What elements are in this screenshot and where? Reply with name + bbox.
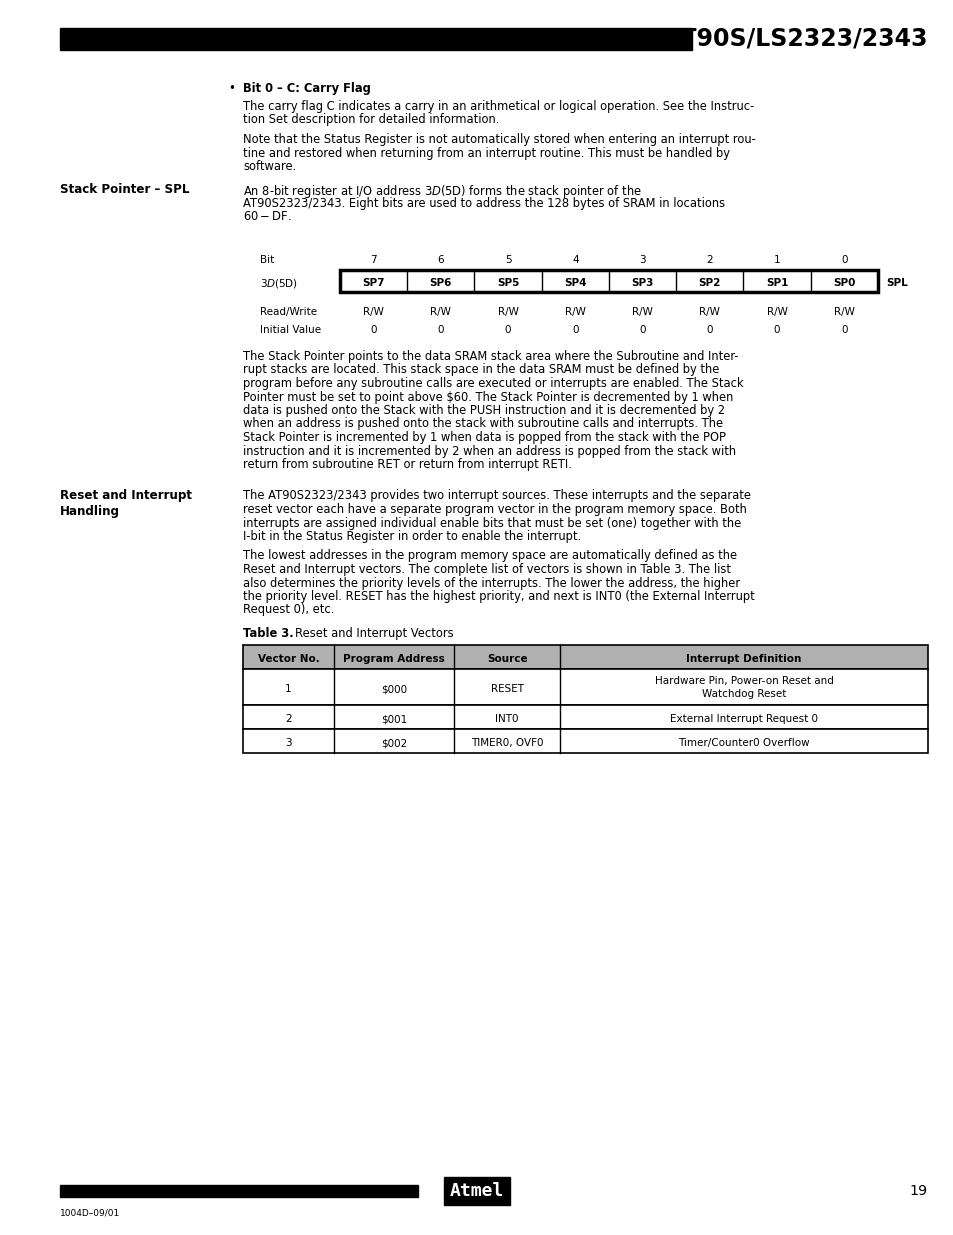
Text: SP5: SP5: [497, 278, 518, 288]
Text: R/W: R/W: [497, 308, 518, 317]
Text: The Stack Pointer points to the data SRAM stack area where the Subroutine and In: The Stack Pointer points to the data SRA…: [243, 350, 738, 363]
Text: 0: 0: [706, 325, 713, 335]
Text: Initial Value: Initial Value: [260, 325, 321, 335]
Text: Bit: Bit: [260, 254, 274, 266]
Bar: [243, 729, 927, 753]
Text: Interrupt Definition: Interrupt Definition: [685, 655, 801, 664]
Text: R/W: R/W: [766, 308, 787, 317]
Text: Pointer must be set to point above $60. The Stack Pointer is decremented by 1 wh: Pointer must be set to point above $60. …: [243, 390, 733, 404]
Text: Stack Pointer – SPL: Stack Pointer – SPL: [60, 183, 190, 196]
Text: 4: 4: [572, 254, 578, 266]
Text: $002: $002: [380, 739, 407, 748]
Text: 19: 19: [909, 1184, 927, 1198]
Text: 0: 0: [370, 325, 376, 335]
Text: Stack Pointer is incremented by 1 when data is popped from the stack with the PO: Stack Pointer is incremented by 1 when d…: [243, 431, 725, 445]
Text: SP2: SP2: [698, 278, 720, 288]
Bar: [243, 645, 927, 669]
Text: program before any subroutine calls are executed or interrupts are enabled. The : program before any subroutine calls are …: [243, 377, 742, 390]
Bar: [60, 1186, 417, 1197]
Text: Reset and Interrupt: Reset and Interrupt: [60, 489, 192, 503]
Text: External Interrupt Request 0: External Interrupt Request 0: [669, 714, 818, 724]
Text: 0: 0: [572, 325, 578, 335]
Bar: [339, 270, 877, 291]
Text: The AT90S2323/2343 provides two interrupt sources. These interrupts and the sepa: The AT90S2323/2343 provides two interrup…: [243, 489, 750, 503]
Text: 0: 0: [437, 325, 444, 335]
Text: TIMER0, OVF0: TIMER0, OVF0: [471, 739, 543, 748]
Text: 0: 0: [841, 254, 846, 266]
Text: Reset and Interrupt Vectors: Reset and Interrupt Vectors: [294, 627, 453, 640]
Text: R/W: R/W: [430, 308, 451, 317]
Text: return from subroutine RET or return from interrupt RETI.: return from subroutine RET or return fro…: [243, 458, 571, 471]
Text: tine and restored when returning from an interrupt routine. This must be handled: tine and restored when returning from an…: [243, 147, 729, 159]
Text: $3D ($5D): $3D ($5D): [260, 277, 297, 289]
Text: •: •: [228, 82, 234, 95]
Text: 5: 5: [504, 254, 511, 266]
Text: RESET: RESET: [490, 684, 523, 694]
Bar: [243, 705, 927, 729]
Text: 3: 3: [285, 739, 292, 748]
Text: INT0: INT0: [495, 714, 518, 724]
Text: Hardware Pin, Power-on Reset and: Hardware Pin, Power-on Reset and: [654, 676, 833, 685]
Text: reset vector each have a separate program vector in the program memory space. Bo: reset vector each have a separate progra…: [243, 503, 746, 516]
Text: interrupts are assigned individual enable bits that must be set (one) together w: interrupts are assigned individual enabl…: [243, 516, 740, 530]
Text: Read/Write: Read/Write: [260, 308, 316, 317]
Text: 3: 3: [639, 254, 645, 266]
Text: SP7: SP7: [362, 278, 384, 288]
Text: Reset and Interrupt vectors. The complete list of vectors is shown in Table 3. T: Reset and Interrupt vectors. The complet…: [243, 563, 730, 576]
Text: 0: 0: [773, 325, 780, 335]
Text: 1: 1: [773, 254, 780, 266]
Text: 0: 0: [841, 325, 846, 335]
Text: R/W: R/W: [632, 308, 653, 317]
Text: $001: $001: [380, 714, 407, 724]
Text: $60 - $DF.: $60 - $DF.: [243, 210, 292, 224]
Text: 2: 2: [706, 254, 713, 266]
Text: Timer/Counter0 Overflow: Timer/Counter0 Overflow: [678, 739, 809, 748]
Text: Handling: Handling: [60, 505, 120, 517]
Text: when an address is pushed onto the stack with subroutine calls and interrupts. T: when an address is pushed onto the stack…: [243, 417, 722, 431]
Text: tion Set description for detailed information.: tion Set description for detailed inform…: [243, 114, 498, 126]
Bar: [243, 669, 927, 705]
Text: Note that the Status Register is not automatically stored when entering an inter: Note that the Status Register is not aut…: [243, 133, 755, 146]
Text: R/W: R/W: [699, 308, 720, 317]
Text: SP6: SP6: [429, 278, 452, 288]
Text: 0: 0: [639, 325, 645, 335]
Text: AT90S/LS2323/2343: AT90S/LS2323/2343: [664, 26, 927, 49]
Text: I-bit in the Status Register in order to enable the interrupt.: I-bit in the Status Register in order to…: [243, 530, 580, 543]
Text: Watchdog Reset: Watchdog Reset: [701, 689, 785, 699]
Text: R/W: R/W: [833, 308, 854, 317]
Text: SP4: SP4: [563, 278, 586, 288]
Text: rupt stacks are located. This stack space in the data SRAM must be defined by th: rupt stacks are located. This stack spac…: [243, 363, 719, 377]
Text: 1004D–09/01: 1004D–09/01: [60, 1209, 120, 1218]
Text: Source: Source: [486, 655, 527, 664]
Text: the priority level. RESET has the highest priority, and next is INT0 (the Extern: the priority level. RESET has the highes…: [243, 590, 754, 603]
Text: Bit 0 – C: Carry Flag: Bit 0 – C: Carry Flag: [243, 82, 371, 95]
Text: R/W: R/W: [564, 308, 585, 317]
Text: SPL: SPL: [885, 278, 907, 288]
Text: instruction and it is incremented by 2 when an address is popped from the stack : instruction and it is incremented by 2 w…: [243, 445, 736, 457]
Text: $000: $000: [380, 684, 407, 694]
Text: 6: 6: [437, 254, 444, 266]
Text: software.: software.: [243, 161, 296, 173]
Text: R/W: R/W: [363, 308, 384, 317]
Text: SP3: SP3: [631, 278, 653, 288]
Text: Atmel: Atmel: [450, 1182, 503, 1200]
Text: An 8-bit register at I/O address $3D ($5D) forms the stack pointer of the: An 8-bit register at I/O address $3D ($5…: [243, 183, 641, 200]
Text: 1: 1: [285, 684, 292, 694]
Text: data is pushed onto the Stack with the PUSH instruction and it is decremented by: data is pushed onto the Stack with the P…: [243, 404, 724, 417]
Text: Request 0), etc.: Request 0), etc.: [243, 604, 334, 616]
Text: also determines the priority levels of the interrupts. The lower the address, th: also determines the priority levels of t…: [243, 577, 740, 589]
Text: Table 3.: Table 3.: [243, 627, 294, 640]
Bar: [60, 28, 691, 49]
Text: SP0: SP0: [832, 278, 855, 288]
Text: SP1: SP1: [765, 278, 787, 288]
Text: Vector No.: Vector No.: [257, 655, 319, 664]
Text: Atmel: Atmel: [450, 1182, 503, 1200]
Text: AT90S2323/2343. Eight bits are used to address the 128 bytes of SRAM in location: AT90S2323/2343. Eight bits are used to a…: [243, 196, 724, 210]
Text: The carry flag C indicates a carry in an arithmetical or logical operation. See : The carry flag C indicates a carry in an…: [243, 100, 754, 112]
Text: Program Address: Program Address: [343, 655, 444, 664]
Text: 2: 2: [285, 714, 292, 724]
Text: 7: 7: [370, 254, 376, 266]
Text: The lowest addresses in the program memory space are automatically defined as th: The lowest addresses in the program memo…: [243, 550, 737, 562]
Text: 0: 0: [504, 325, 511, 335]
